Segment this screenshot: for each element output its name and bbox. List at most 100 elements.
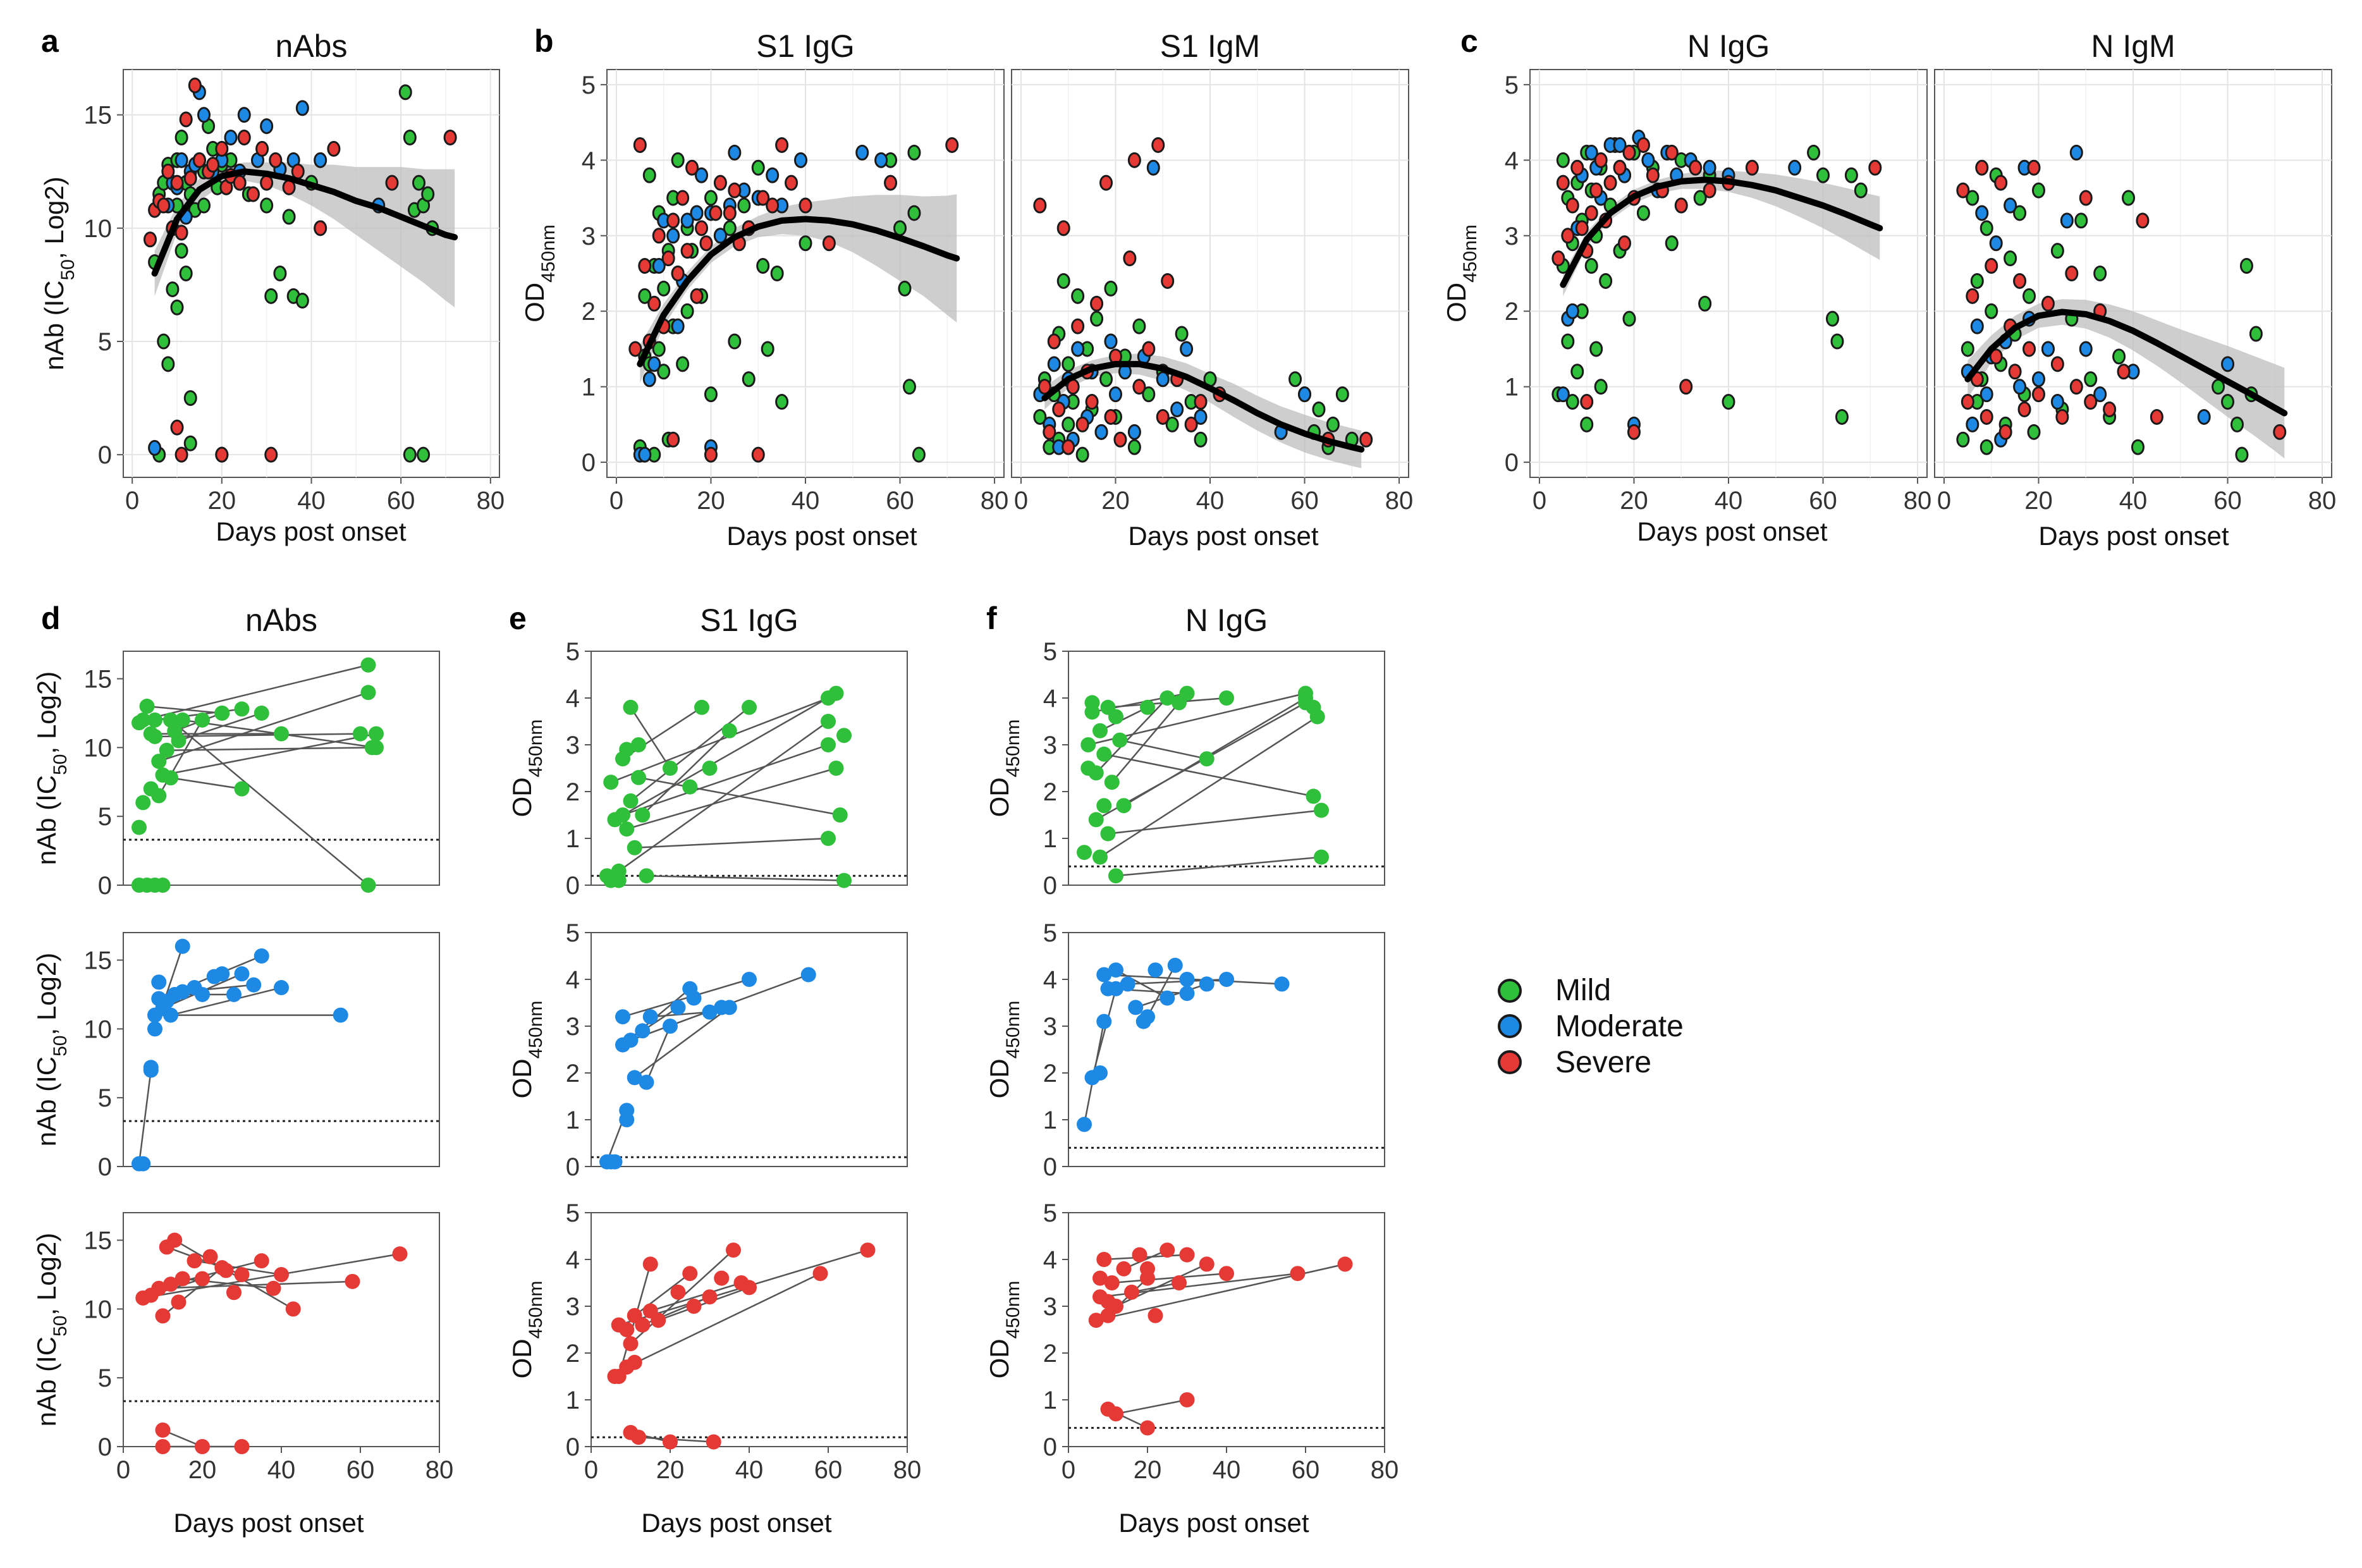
x-tick-label: 20 xyxy=(188,1456,217,1484)
data-point xyxy=(828,761,844,776)
panel-label: e xyxy=(509,601,527,636)
panel-b2: 0 20 40 60 80 S1 IgM Days post onset xyxy=(1011,28,1413,551)
data-point xyxy=(1556,152,1570,168)
trend-line xyxy=(1560,176,1883,288)
y-axis-label-text: OD450nm xyxy=(984,1281,1024,1379)
data-point xyxy=(215,446,229,463)
data-point xyxy=(1703,159,1716,176)
plot-frame xyxy=(123,932,440,1167)
data-point xyxy=(642,1256,658,1272)
data-point xyxy=(855,144,869,161)
subject-line xyxy=(646,874,845,881)
data-point xyxy=(1092,1270,1108,1286)
data-point xyxy=(1975,159,1989,176)
data-point xyxy=(1170,401,1184,417)
y-tick-label: 3 xyxy=(1043,1293,1057,1321)
data-point xyxy=(615,1009,630,1025)
data-point xyxy=(1613,159,1627,176)
data-point xyxy=(682,1266,698,1282)
data-point xyxy=(260,197,274,214)
data-point xyxy=(639,1074,654,1090)
y-axis-label: nAb (IC50, Log2) xyxy=(39,176,78,371)
data-point xyxy=(1306,788,1321,804)
data-point xyxy=(1584,258,1598,274)
y-tick-label: 3 xyxy=(1505,223,1519,250)
data-point xyxy=(1104,408,1118,425)
data-point xyxy=(314,220,327,236)
data-point xyxy=(269,152,283,168)
data-point xyxy=(1594,152,1608,168)
data-point xyxy=(2093,266,2107,281)
data-point xyxy=(1194,408,1208,425)
data-point xyxy=(170,175,184,191)
data-point xyxy=(1219,690,1234,706)
data-point xyxy=(2031,371,2045,388)
subject-line xyxy=(634,837,829,849)
data-point xyxy=(1589,182,1603,199)
data-point xyxy=(2013,273,2027,289)
data-point xyxy=(751,446,765,463)
data-point xyxy=(714,1270,730,1286)
subject-line xyxy=(626,1273,821,1368)
data-point xyxy=(1124,1284,1139,1300)
data-point xyxy=(1980,439,1993,455)
data-point xyxy=(273,266,287,281)
data-point xyxy=(214,966,230,982)
data-point xyxy=(151,754,167,769)
data-point xyxy=(836,873,852,888)
data-point xyxy=(723,220,737,236)
data-point xyxy=(2131,439,2145,455)
y-tick-label: 15 xyxy=(84,947,113,975)
y-tick-label: 5 xyxy=(98,1364,112,1392)
data-point xyxy=(254,1253,269,1269)
data-point xyxy=(369,726,384,742)
data-point xyxy=(234,966,250,982)
confidence-band xyxy=(1563,171,1880,297)
data-point xyxy=(1312,401,1326,417)
data-point xyxy=(197,107,211,123)
data-point xyxy=(742,1280,757,1295)
data-point xyxy=(202,1249,218,1265)
data-point xyxy=(907,144,921,161)
data-point xyxy=(1599,273,1613,289)
data-point xyxy=(195,1439,210,1454)
data-point xyxy=(2221,394,2235,410)
y-tick-label: 15 xyxy=(84,666,113,694)
data-point xyxy=(1077,1117,1092,1132)
subject-line xyxy=(1108,809,1322,835)
subject-line xyxy=(143,1253,400,1299)
data-point xyxy=(1989,348,2003,365)
data-point xyxy=(1703,182,1716,199)
data-point xyxy=(360,878,376,893)
data-point xyxy=(1084,695,1100,711)
panel-e-moderate: 0 1 2 3 4 5 OD450nm xyxy=(507,919,908,1181)
data-point xyxy=(1288,371,1302,388)
y-tick-label: 0 xyxy=(98,872,112,900)
data-point xyxy=(2136,212,2150,229)
data-point xyxy=(1956,182,1970,199)
data-point xyxy=(628,341,642,357)
data-point xyxy=(647,295,661,312)
data-point xyxy=(2079,341,2093,357)
series-severe xyxy=(144,77,457,463)
data-point xyxy=(1985,258,1998,274)
y-tick-label: 15 xyxy=(84,102,113,130)
data-point xyxy=(143,781,159,797)
data-point xyxy=(1092,849,1108,865)
data-point xyxy=(1561,228,1575,244)
subject-line xyxy=(159,1280,353,1289)
data-point xyxy=(657,364,671,380)
x-tick-label: 80 xyxy=(1904,487,1932,515)
x-tick-label: 0 xyxy=(1062,1456,1075,1484)
data-point xyxy=(1199,1256,1215,1272)
y-tick-label: 0 xyxy=(1505,449,1519,477)
y-tick-label: 5 xyxy=(98,328,112,356)
data-point xyxy=(1160,1242,1175,1258)
data-point xyxy=(1985,303,1998,319)
subject-line xyxy=(162,733,377,776)
data-point xyxy=(155,1422,171,1438)
data-point xyxy=(1147,1308,1163,1323)
data-point xyxy=(170,419,184,436)
data-point xyxy=(1085,394,1099,410)
